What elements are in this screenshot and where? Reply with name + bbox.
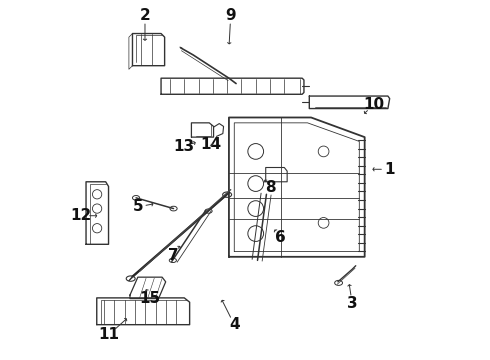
- Text: 11: 11: [99, 327, 120, 342]
- Text: 6: 6: [275, 230, 286, 245]
- Text: 12: 12: [71, 208, 92, 223]
- Text: 2: 2: [140, 8, 150, 23]
- Text: 13: 13: [174, 139, 195, 154]
- Text: 9: 9: [225, 8, 236, 23]
- Text: 15: 15: [140, 291, 161, 306]
- Text: 7: 7: [168, 248, 179, 262]
- Text: 5: 5: [132, 199, 143, 214]
- Text: 3: 3: [347, 296, 358, 311]
- Text: 14: 14: [200, 137, 221, 152]
- Text: 1: 1: [385, 162, 395, 177]
- Text: 4: 4: [229, 317, 240, 332]
- Text: 8: 8: [265, 180, 275, 195]
- Text: 10: 10: [363, 98, 384, 112]
